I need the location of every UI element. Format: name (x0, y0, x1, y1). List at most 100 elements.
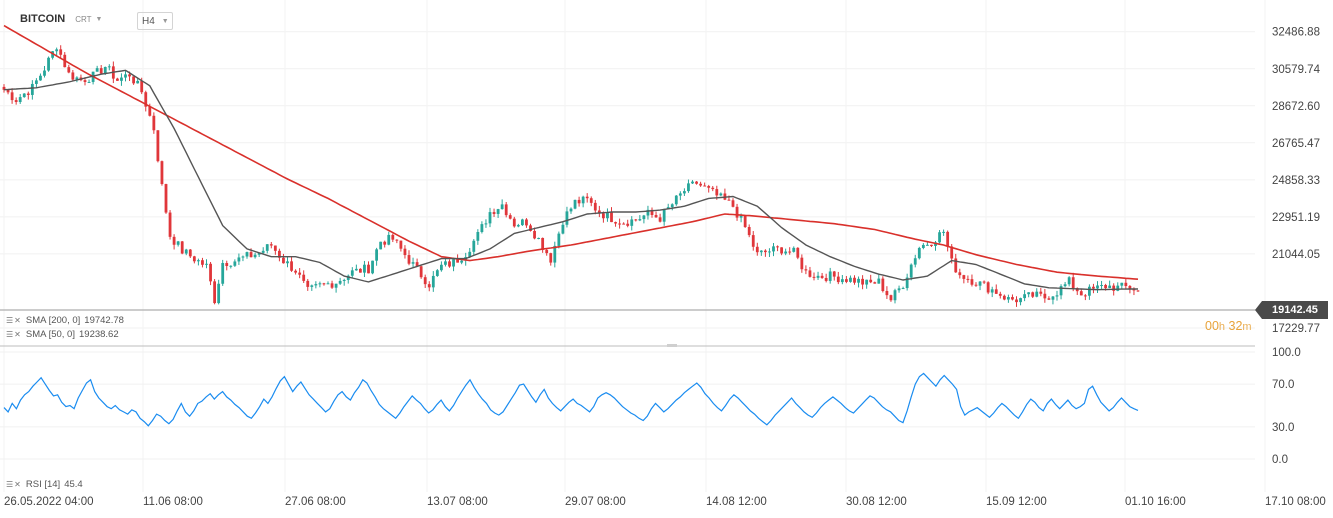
candle-body (456, 259, 459, 263)
candle-body (962, 275, 966, 279)
candle-body (537, 237, 540, 239)
rsi-axis[interactable]: 100.0 70.0 30.0 0.0 (1272, 347, 1301, 466)
candle-body (581, 196, 585, 204)
legend-rsi-label: RSI [14] (25, 479, 61, 490)
candle-body (691, 181, 694, 184)
candle-body (55, 49, 59, 52)
candle-body (654, 214, 658, 218)
chart-type-label: CRT (75, 14, 92, 24)
candle-body (889, 295, 893, 301)
chart-type-selector[interactable]: CRT ▼ (75, 15, 102, 24)
settings-close-icon[interactable]: ☰✕ (6, 316, 22, 325)
candle-body (407, 255, 411, 264)
chart-header: BITCOIN CRT ▼ (20, 13, 102, 25)
candle-body (739, 215, 743, 218)
candle-body (99, 68, 103, 74)
candle-body (124, 74, 127, 78)
price-tick-label: 32486.88 (1272, 27, 1320, 39)
candle-body (954, 258, 958, 273)
candle-body (1120, 282, 1124, 286)
candle-body (1071, 277, 1075, 289)
candle-body (1083, 295, 1087, 297)
candle-body (1031, 292, 1035, 297)
candle-body (103, 66, 107, 74)
candle-body (703, 185, 707, 187)
price-tick-label: 21044.05 (1272, 249, 1320, 261)
candle-body (727, 199, 731, 201)
settings-close-icon[interactable]: ☰✕ (6, 330, 22, 339)
candle-body (67, 67, 71, 73)
candle-body (367, 264, 370, 274)
time-axis[interactable]: 26.05.2022 04:00 11.06 08:00 27.06 08:00 13… (4, 496, 1326, 508)
candle-body (132, 76, 135, 84)
candle-body (553, 245, 557, 263)
candle-body (1047, 298, 1051, 300)
candle-body (974, 284, 978, 286)
candle-body (711, 187, 715, 190)
candle-body (589, 198, 593, 203)
candle-body (1023, 294, 1026, 299)
candle-body (95, 68, 99, 72)
candle-body (39, 75, 42, 81)
candle-body (828, 271, 832, 281)
legend-sma200[interactable]: ☰✕ SMA [200, 0] 19742.78 (6, 315, 124, 326)
candle-body (1124, 282, 1128, 287)
timeframe-selector[interactable]: H4 ▼ (137, 12, 173, 30)
candle-body (1112, 285, 1116, 291)
panel-resize-handle[interactable] (667, 344, 677, 347)
price-tick-label: 30579.74 (1272, 64, 1321, 76)
candle-body (512, 218, 516, 227)
candle-body (460, 260, 464, 263)
rsi-tick-label: 30.0 (1272, 422, 1294, 434)
candle-body (75, 77, 79, 80)
candle-body (257, 252, 261, 255)
candle-body (294, 270, 297, 273)
candle-body (144, 92, 148, 107)
candle-body (885, 291, 889, 296)
symbol-name[interactable]: BITCOIN (20, 13, 66, 25)
candle-body (541, 237, 545, 250)
candle-body (47, 57, 50, 71)
legend-rsi-value: 45.4 (64, 479, 83, 490)
candle-body (241, 256, 245, 258)
candle-body (350, 270, 354, 276)
candle-body (87, 81, 91, 83)
candle-body (1011, 297, 1014, 300)
candle-body (545, 249, 549, 254)
candle-body (403, 248, 407, 256)
settings-close-icon[interactable]: ☰✕ (6, 480, 22, 489)
candle-body (1067, 277, 1071, 285)
candle-body (423, 277, 427, 285)
price-tick-label: 24858.33 (1272, 175, 1320, 187)
candle-body (245, 252, 249, 257)
candle-body (695, 181, 698, 184)
price-axis[interactable]: 32486.88 30579.74 28672.60 26765.47 24858.33… (1272, 27, 1321, 335)
legend-sma50[interactable]: ☰✕ SMA [50, 0] 19238.62 (6, 329, 119, 340)
candle-body (2, 86, 6, 90)
candle-body (338, 280, 342, 284)
candle-body (650, 209, 654, 215)
candle-body (759, 250, 763, 253)
candle-body (249, 252, 253, 258)
candlestick-series (2, 45, 1140, 307)
candle-body (136, 80, 140, 84)
candle-body (164, 184, 168, 213)
candle-body (646, 209, 650, 216)
candle-body (658, 217, 662, 222)
candle-body (192, 256, 196, 262)
candle-body (435, 270, 439, 276)
candle-body (363, 264, 366, 273)
candle-body (326, 283, 330, 285)
candle-body (836, 276, 840, 283)
candle-body (630, 219, 634, 226)
legend-rsi[interactable]: ☰✕ RSI [14] 45.4 (6, 479, 83, 490)
candle-body (715, 189, 719, 196)
candle-body (614, 222, 617, 224)
candle-body (877, 278, 881, 284)
candle-body (776, 246, 779, 248)
price-tick-label: 22951.19 (1272, 212, 1320, 224)
candle-body (662, 209, 666, 222)
timeframe-label: H4 (142, 15, 155, 27)
candle-body (452, 259, 455, 267)
